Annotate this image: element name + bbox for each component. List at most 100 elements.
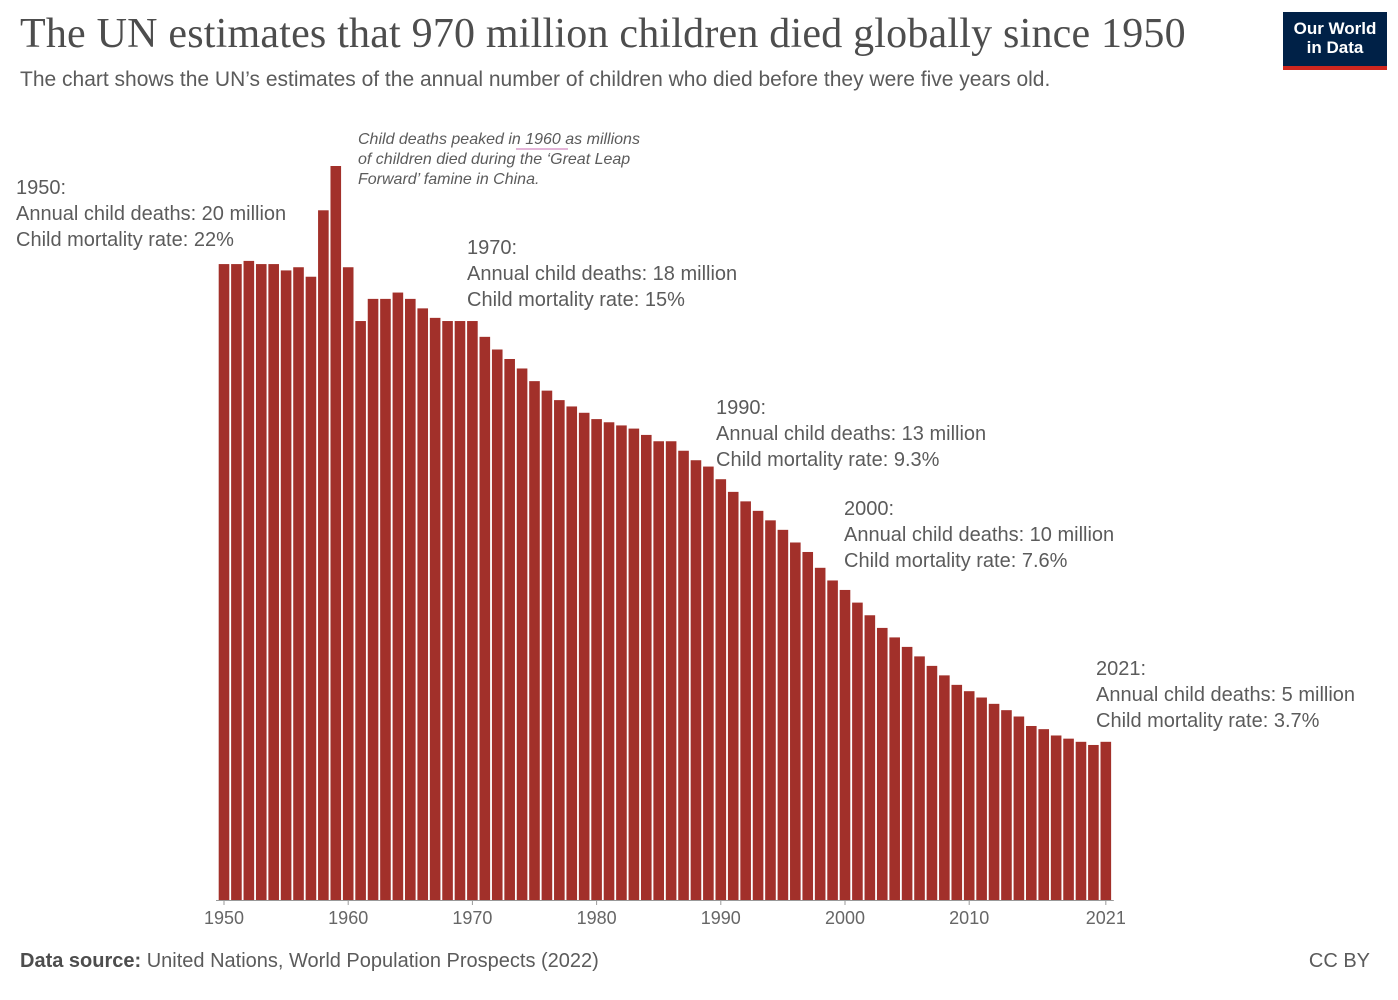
bar-1959[interactable] — [330, 166, 342, 900]
bar-1956[interactable] — [293, 267, 304, 900]
bar-2004[interactable] — [889, 637, 900, 900]
bar-2008[interactable] — [939, 675, 950, 900]
x-tick-label-2010: 2010 — [949, 908, 989, 928]
bar-1969[interactable] — [454, 321, 466, 900]
bar-1989[interactable] — [703, 466, 714, 900]
bar-1987[interactable] — [678, 450, 689, 900]
bar-1980[interactable] — [591, 419, 602, 900]
bar-2006[interactable] — [914, 656, 925, 900]
bar-1994[interactable] — [765, 520, 776, 900]
bar-2014[interactable] — [1013, 716, 1025, 901]
bar-2018[interactable] — [1063, 738, 1074, 900]
x-tick-label-2000: 2000 — [825, 908, 865, 928]
peak-note-line-2: of children died during the ‘Great Leap — [358, 151, 631, 168]
annotation-1990-rate: Child mortality rate: 9.3% — [716, 449, 940, 471]
bar-1967[interactable] — [429, 317, 441, 900]
bar-2001[interactable] — [852, 602, 863, 900]
bar-1984[interactable] — [640, 434, 652, 900]
bar-2011[interactable] — [976, 697, 987, 900]
bar-1970[interactable] — [467, 321, 478, 900]
annotation-2000-year: 2000: — [844, 498, 895, 520]
bar-1952[interactable] — [243, 260, 255, 900]
bar-1950[interactable] — [218, 264, 230, 901]
bar-1995[interactable] — [777, 529, 789, 900]
bar-1978[interactable] — [566, 406, 578, 900]
bar-1983[interactable] — [628, 428, 640, 900]
annotation-1970-deaths: Annual child deaths: 18 million — [467, 263, 738, 285]
bar-1971[interactable] — [479, 336, 491, 901]
bar-1993[interactable] — [752, 510, 764, 900]
bar-2012[interactable] — [988, 703, 1000, 900]
bar-1973[interactable] — [504, 358, 515, 900]
annotation-2000: 2000: Annual child deaths: 10 million Ch… — [844, 496, 1114, 574]
peak-note: Child deaths peaked in 1960 as millions … — [358, 130, 640, 190]
x-tick-label-1980: 1980 — [577, 908, 617, 928]
bar-1986[interactable] — [665, 441, 677, 900]
bar-1975[interactable] — [529, 381, 540, 900]
peak-note-line-1: Child deaths peaked in 1960 as millions — [358, 131, 640, 148]
bar-2019[interactable] — [1075, 741, 1087, 900]
bar-1998[interactable] — [814, 567, 826, 900]
bar-1999[interactable] — [827, 580, 838, 900]
bar-2020[interactable] — [1088, 744, 1099, 900]
x-tick-label-2021: 2021 — [1086, 908, 1126, 928]
bar-2015[interactable] — [1026, 725, 1037, 900]
bar-1962[interactable] — [367, 298, 379, 900]
bar-1960[interactable] — [342, 267, 354, 900]
annotation-1950-deaths: Annual child deaths: 20 million — [16, 203, 287, 225]
bar-1964[interactable] — [392, 292, 404, 900]
bar-2007[interactable] — [926, 665, 938, 900]
bar-1988[interactable] — [690, 460, 702, 900]
data-source: Data source: United Nations, World Popul… — [20, 950, 599, 973]
bar-1968[interactable] — [442, 321, 453, 900]
bar-2021[interactable] — [1100, 741, 1112, 900]
bar-2003[interactable] — [876, 627, 888, 900]
logo-accent-bar — [1283, 66, 1387, 70]
bar-1979[interactable] — [578, 412, 590, 900]
bar-1982[interactable] — [616, 425, 627, 900]
bar-1990[interactable] — [715, 479, 727, 900]
bar-1951[interactable] — [231, 264, 242, 901]
license-link[interactable]: CC BY — [1308, 950, 1370, 972]
bar-1966[interactable] — [417, 308, 429, 900]
bar-1955[interactable] — [280, 270, 292, 900]
bar-1985[interactable] — [653, 441, 664, 900]
bar-2000[interactable] — [839, 589, 851, 900]
chart-subtitle: The chart shows the UN’s estimates of th… — [20, 68, 1051, 91]
annotation-1990: 1990: Annual child deaths: 13 million Ch… — [716, 395, 986, 473]
bar-1972[interactable] — [491, 349, 503, 901]
bar-2002[interactable] — [864, 615, 876, 900]
annotation-2021-deaths: Annual child deaths: 5 million — [1096, 684, 1356, 706]
bar-2013[interactable] — [1001, 710, 1012, 900]
annotation-1970: 1970: Annual child deaths: 18 million Ch… — [467, 235, 737, 313]
bar-2016[interactable] — [1038, 729, 1050, 900]
bar-1992[interactable] — [740, 501, 751, 900]
bar-2017[interactable] — [1050, 735, 1062, 900]
bar-1961[interactable] — [355, 321, 366, 900]
bar-1954[interactable] — [268, 264, 279, 901]
data-source-text[interactable]: United Nations, World Population Prospec… — [146, 950, 599, 972]
annotation-2000-deaths: Annual child deaths: 10 million — [844, 524, 1115, 546]
bar-1957[interactable] — [305, 276, 317, 901]
bar-2005[interactable] — [901, 646, 913, 900]
bar-1996[interactable] — [790, 542, 801, 900]
annotation-2021: 2021: Annual child deaths: 5 million Chi… — [1096, 656, 1355, 734]
bar-1974[interactable] — [516, 368, 528, 901]
bar-1991[interactable] — [727, 491, 739, 900]
bar-2010[interactable] — [963, 691, 975, 900]
bar-1963[interactable] — [380, 298, 391, 900]
bar-2009[interactable] — [951, 684, 963, 900]
bar-1997[interactable] — [802, 551, 814, 900]
bar-1958[interactable] — [318, 210, 329, 901]
annotation-2021-rate: Child mortality rate: 3.7% — [1096, 710, 1320, 732]
bar-1965[interactable] — [405, 298, 416, 900]
bar-1976[interactable] — [541, 390, 553, 900]
bar-1981[interactable] — [603, 422, 615, 900]
peak-note-line-3: Forward’ famine in China. — [358, 171, 540, 188]
owid-logo[interactable]: Our World in Data — [1283, 12, 1387, 70]
annotation-1990-year: 1990: — [716, 397, 767, 419]
x-tick-label-1950: 1950 — [204, 908, 244, 928]
bar-1977[interactable] — [554, 400, 565, 900]
bar-1953[interactable] — [255, 264, 267, 901]
annotation-1950-rate: Child mortality rate: 22% — [16, 229, 234, 251]
